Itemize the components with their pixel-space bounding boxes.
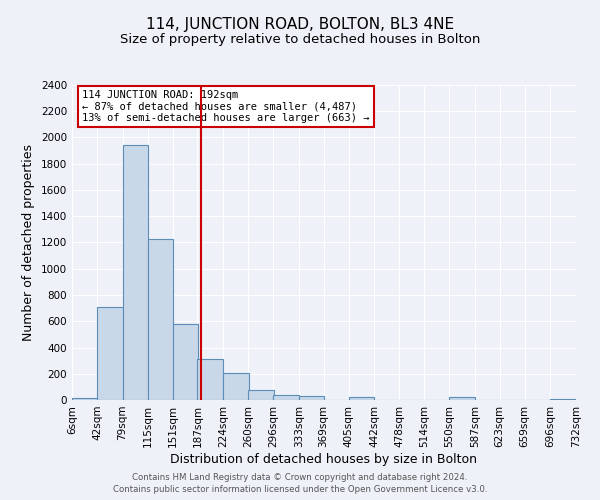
Bar <box>248 390 274 400</box>
Text: 114, JUNCTION ROAD, BOLTON, BL3 4NE: 114, JUNCTION ROAD, BOLTON, BL3 4NE <box>146 18 454 32</box>
Bar <box>299 396 325 400</box>
Bar <box>173 324 198 400</box>
Text: Size of property relative to detached houses in Bolton: Size of property relative to detached ho… <box>120 32 480 46</box>
Y-axis label: Number of detached properties: Number of detached properties <box>22 144 35 341</box>
Text: Contains HM Land Registry data © Crown copyright and database right 2024.: Contains HM Land Registry data © Crown c… <box>132 472 468 482</box>
Bar <box>449 398 475 400</box>
Bar <box>273 395 299 400</box>
X-axis label: Distribution of detached houses by size in Bolton: Distribution of detached houses by size … <box>170 452 478 466</box>
Bar <box>97 308 122 400</box>
Bar <box>122 146 148 400</box>
Bar <box>197 360 223 400</box>
Text: Contains public sector information licensed under the Open Government Licence v3: Contains public sector information licen… <box>113 485 487 494</box>
Bar <box>148 238 173 400</box>
Bar <box>72 398 98 400</box>
Bar <box>223 373 249 400</box>
Bar <box>349 398 374 400</box>
Text: 114 JUNCTION ROAD: 192sqm
← 87% of detached houses are smaller (4,487)
13% of se: 114 JUNCTION ROAD: 192sqm ← 87% of detac… <box>82 90 370 123</box>
